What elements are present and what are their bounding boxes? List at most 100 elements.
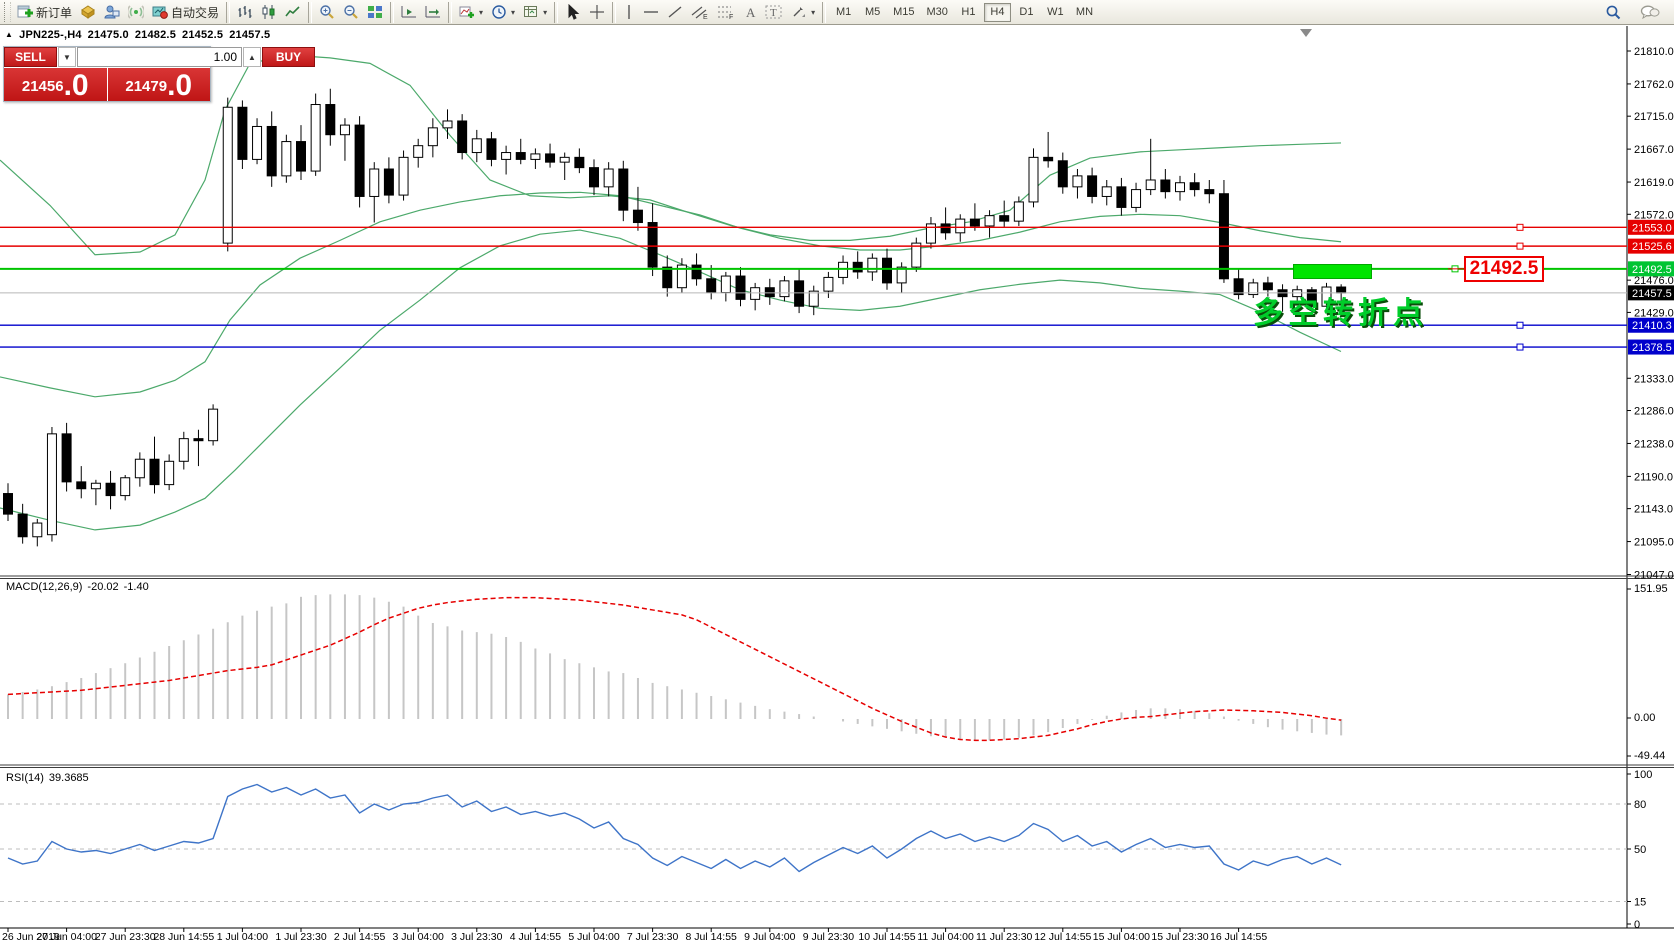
toolbar-grip[interactable] (4, 2, 11, 22)
chat-button[interactable] (1636, 2, 1664, 23)
candle (750, 287, 761, 300)
candle (1087, 175, 1098, 197)
candle (442, 120, 453, 129)
text-icon: A (746, 5, 756, 20)
timeframe-d1-button[interactable]: D1 (1013, 3, 1040, 22)
buy-button[interactable]: BUY (262, 47, 315, 67)
timeframe-m15-button[interactable]: M15 (888, 3, 919, 22)
text-label-tool-button[interactable]: T (761, 2, 787, 23)
hline-anchor[interactable] (1516, 321, 1524, 329)
navigator-button[interactable] (124, 2, 148, 23)
new-order-button[interactable]: 新订单 (13, 2, 76, 23)
price-axis[interactable]: 21810.0 21762.0 21715.0 21667.0 21619.0 21572… (1627, 46, 1674, 581)
data-window-icon (104, 5, 120, 19)
bar-chart-icon (238, 6, 252, 18)
search-button[interactable] (1601, 2, 1626, 23)
fibonacci-tool-button[interactable]: F (713, 2, 739, 23)
equidistant-channel-tool-button[interactable]: E (687, 2, 713, 23)
candlestick-chart-button[interactable] (257, 2, 281, 23)
zoom-out-button[interactable] (339, 2, 363, 23)
time-tick-label: 11 Jul 23:30 (976, 931, 1033, 943)
sell-button[interactable]: SELL (4, 47, 57, 67)
crosshair-button[interactable] (585, 2, 609, 23)
price-badge (1628, 339, 1674, 355)
macd-indicator-label: MACD(12,26,9) -20.02 -1.40 (6, 581, 154, 593)
chart-shift-marker[interactable] (1300, 29, 1312, 37)
buy-price-button[interactable]: 21479.0 (107, 68, 210, 102)
symbol-arrow-icon: ▲ (5, 30, 14, 39)
timeframe-m1-button[interactable]: M1 (830, 3, 857, 22)
vertical-line-tool-button[interactable] (619, 2, 639, 23)
candle (32, 522, 43, 538)
text-tool-button[interactable]: A (739, 2, 761, 23)
highlight-rectangle-object[interactable] (1293, 264, 1372, 280)
horizontal-line-icon (644, 11, 659, 13)
templates-button[interactable]: ▾ (519, 2, 551, 23)
market-watch-button[interactable] (76, 2, 100, 23)
timeframe-w1-button[interactable]: W1 (1042, 3, 1069, 22)
candle (164, 460, 175, 486)
bar-chart-button[interactable] (233, 2, 257, 23)
toolbar-separator (226, 1, 231, 23)
auto-scroll-button[interactable] (397, 2, 421, 23)
volume-increase-button[interactable]: ▲ (243, 47, 261, 67)
candle (574, 156, 585, 169)
candle (178, 438, 189, 462)
arrows-tool-button[interactable]: ▾ (787, 2, 819, 23)
rsi-value: 39.3685 (48, 772, 89, 784)
line-chart-button[interactable] (281, 2, 305, 23)
volume-decrease-button[interactable]: ▼ (58, 47, 76, 67)
price-tick-label: 21286.0 (1634, 406, 1674, 418)
hline-anchor[interactable] (1516, 223, 1524, 231)
candle (149, 458, 160, 486)
candle (823, 276, 834, 292)
trendline-tool-button[interactable] (663, 2, 687, 23)
timeframe-mn-button[interactable]: MN (1071, 3, 1098, 22)
timeframe-m30-button[interactable]: M30 (922, 3, 953, 22)
ohlc-high: 21482.5 (134, 29, 177, 41)
hline-anchor[interactable] (1516, 343, 1524, 351)
timeframe-h4-button[interactable]: H4 (983, 2, 1011, 22)
time-tick-label: 4 Jul 14:55 (510, 931, 562, 943)
candle (999, 215, 1010, 222)
candle (838, 261, 849, 278)
autotrading-button[interactable]: 自动交易 (148, 2, 223, 23)
candle (545, 153, 556, 163)
rsi-line (7, 783, 1342, 873)
zoom-in-button[interactable] (315, 2, 339, 23)
volume-input[interactable] (77, 47, 242, 67)
tile-windows-button[interactable] (363, 2, 387, 23)
chart-shift-button[interactable] (421, 2, 445, 23)
ohlc-open: 21475.0 (87, 29, 129, 41)
time-tick-label: 8 Jul 14:55 (686, 931, 738, 943)
price-tick-label: 21238.0 (1634, 438, 1674, 450)
candle (1204, 189, 1215, 195)
price-tick-label: 21715.0 (1634, 111, 1674, 123)
candle (1131, 189, 1142, 208)
annotation-text[interactable]: 多空转折点 (1253, 297, 1428, 330)
data-window-button[interactable] (100, 2, 124, 23)
periods-icon (492, 5, 506, 19)
buy-price-frac: .0 (167, 69, 193, 102)
hline-anchor[interactable] (1516, 242, 1524, 250)
sell-price-button[interactable]: 21456.0 (4, 68, 107, 101)
timeframe-m5-button[interactable]: M5 (859, 3, 886, 22)
price-tag-label[interactable]: 21492.5 (1464, 255, 1544, 282)
timeframe-h1-button[interactable]: H1 (955, 3, 982, 22)
time-tick-label: 15 Jul 23:30 (1151, 931, 1208, 943)
time-tick-label: 26 Jun 2019 (2, 931, 60, 943)
price-badge (1628, 317, 1674, 333)
indicators-button[interactable]: ▾ (455, 2, 487, 23)
time-tick-label: 7 Jul 23:30 (627, 931, 679, 943)
horizontal-line-tool-button[interactable] (639, 2, 663, 23)
candle (618, 168, 629, 211)
price-tick-label: 21810.0 (1634, 46, 1674, 58)
rsi-name: RSI(14) (6, 772, 44, 784)
candle (1072, 175, 1083, 188)
price-tick-label: 21333.0 (1634, 373, 1674, 385)
periods-button[interactable]: ▾ (487, 2, 519, 23)
cursor-button[interactable] (561, 2, 585, 23)
candle (794, 280, 805, 307)
